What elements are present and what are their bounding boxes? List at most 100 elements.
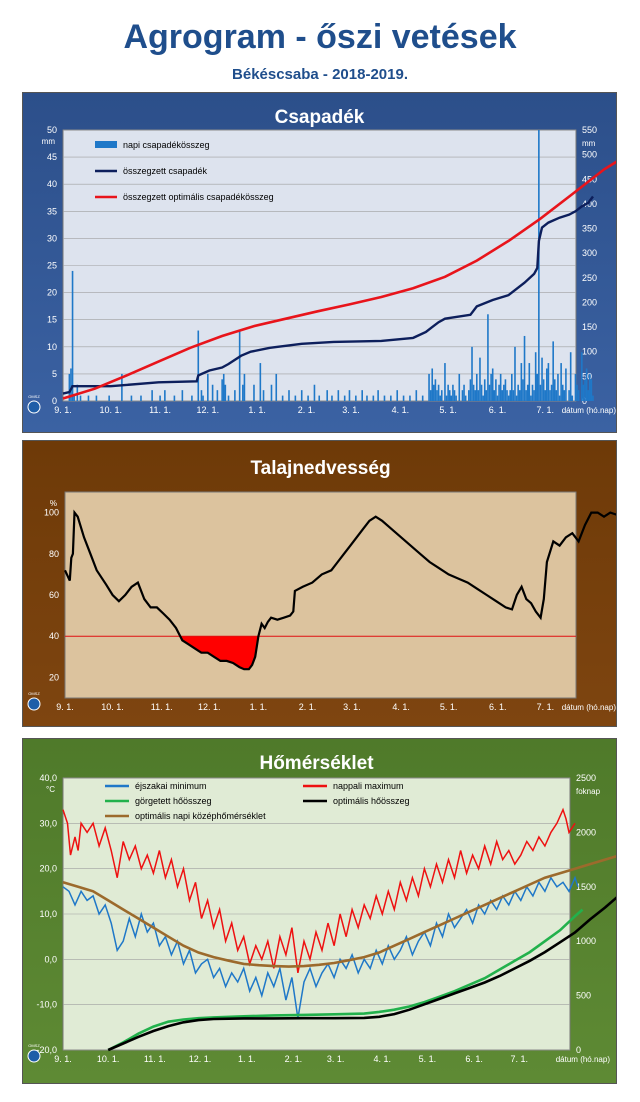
precip-bar (259, 363, 262, 401)
legend-label: görgetett hőösszeg (135, 796, 212, 806)
precip-bar (487, 314, 489, 401)
x-tick-label: 2. 1. (298, 405, 316, 415)
precip-bar (361, 390, 363, 401)
precip-bar (197, 330, 200, 401)
precip-bar (234, 390, 236, 401)
precip-bar (536, 373, 539, 401)
y-tick-label: 40,0 (39, 773, 57, 783)
precip-bar (531, 384, 534, 401)
precip-bar (307, 395, 309, 401)
precip-bar (483, 379, 486, 401)
precip-bar (549, 390, 551, 401)
x-tick-label: 5. 1. (440, 702, 458, 712)
y2-tick-label: 100 (582, 347, 597, 357)
precip-bar (366, 395, 368, 401)
precip-bar (390, 395, 392, 401)
precip-bar (436, 390, 438, 401)
y-tick-label: -10,0 (36, 1000, 57, 1010)
precip-bar (396, 390, 399, 401)
precip-bar (468, 390, 470, 401)
precip-bar (164, 390, 166, 401)
precip-bar (452, 384, 454, 401)
precip-bar (372, 395, 375, 401)
precip-bar (242, 384, 244, 401)
precip-bar (288, 390, 290, 401)
precip-bar (517, 384, 519, 401)
y-tick-label: 100 (44, 508, 59, 518)
precip-bar (377, 390, 379, 401)
precip-bar (87, 395, 90, 401)
precip-bar (587, 390, 589, 401)
precip-bar (563, 390, 566, 401)
precip-bar (173, 395, 176, 401)
legend-label: összegzett optimális csapadékösszeg (123, 192, 274, 202)
precip-bar (568, 390, 570, 401)
precip-bar (576, 384, 578, 401)
precip-bar (270, 384, 273, 401)
precip-bar (491, 368, 494, 401)
precip-bar (402, 395, 405, 401)
x-tick-label: 6. 1. (489, 405, 507, 415)
precip-bar (509, 390, 512, 401)
plot-area (64, 491, 577, 699)
precip-bar (472, 384, 475, 401)
precip-bar (495, 379, 497, 401)
precip-bar (216, 390, 219, 401)
precip-bar (73, 395, 75, 401)
precip-bar (191, 395, 193, 401)
precip-bar (207, 373, 209, 401)
precip-bar (159, 395, 161, 401)
precip-bar (464, 395, 467, 401)
precip-bar (485, 390, 488, 401)
precip-bar (493, 390, 496, 401)
precip-bar (313, 384, 316, 401)
precip-bar (337, 390, 340, 401)
precip-bar (504, 379, 507, 401)
x-tick-label: 3. 1. (327, 1054, 345, 1064)
y2-tick-label: 1000 (576, 936, 596, 946)
y-tick-label: 30 (47, 233, 57, 243)
omsz-logo-icon (27, 697, 41, 711)
precip-bar (546, 368, 548, 401)
y-axis-label: mm (42, 137, 56, 146)
precip-bar (431, 368, 434, 401)
precip-bar (584, 379, 586, 401)
precip-bar (510, 373, 513, 401)
series-line (62, 160, 616, 400)
deficit-area (179, 636, 258, 670)
precip-bar (488, 384, 491, 401)
legend-label: optimális napi középhőmérséklet (135, 811, 266, 821)
chart-title: Hőmérséklet (259, 753, 374, 774)
precip-bar (512, 390, 515, 401)
y-tick-label: -20,0 (36, 1045, 57, 1055)
precip-bar (552, 341, 554, 401)
precip-bar (555, 390, 558, 401)
precip-bar (558, 395, 561, 401)
precip-bar (522, 379, 524, 401)
x-tick-label: 11. 1. (149, 405, 171, 415)
precip-bar (455, 395, 457, 401)
temperature-panel: Hőmérséklet -20,0 -10,0 0,0 10,0 20,0 30,0 40,0… (22, 738, 617, 1084)
precip-bar (574, 373, 577, 401)
page-subtitle: Békéscsaba - 2018-2019. (232, 66, 408, 83)
precip-bar (326, 390, 328, 401)
precip-bar (200, 390, 203, 401)
y2-tick-label: 250 (582, 273, 597, 283)
precip-bar (429, 390, 432, 401)
precip-bar (506, 390, 508, 401)
precip-bar (447, 384, 449, 401)
precip-bar (561, 384, 564, 401)
legend-label: éjszakai minimum (135, 781, 207, 791)
precip-bar (526, 384, 529, 401)
precip-bar (542, 379, 545, 401)
precip-bar (490, 373, 492, 401)
precip-bar (140, 395, 142, 401)
y2-tick-label: 300 (582, 248, 597, 258)
page-title: Agrogram - őszi vetések (123, 18, 517, 56)
precip-bar (421, 395, 424, 401)
x-tick-label: 9. 1. (54, 1054, 72, 1064)
x-tick-label: 12. 1. (198, 702, 221, 712)
x-tick-label: 4. 1. (374, 1054, 392, 1064)
precip-bar (221, 379, 223, 401)
precip-bar (71, 270, 74, 401)
